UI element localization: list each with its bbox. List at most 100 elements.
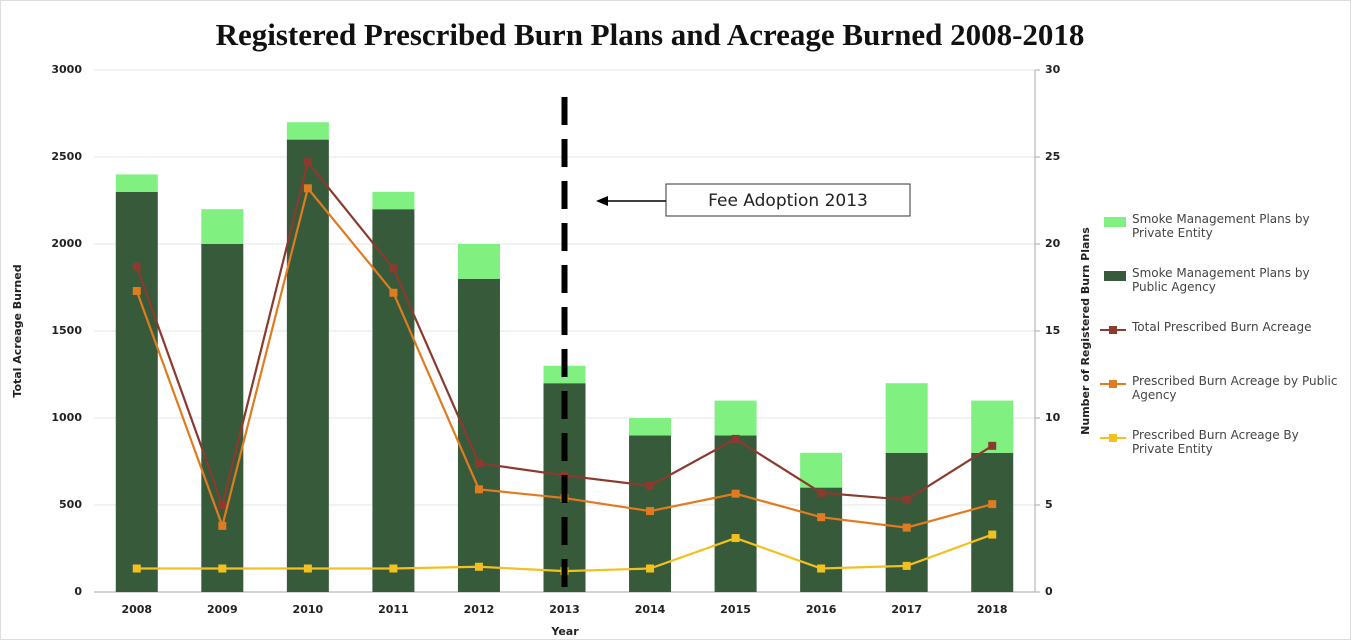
legend-label: Prescribed Burn Acreage by Public Agency (1132, 374, 1338, 402)
legend-swatch (1100, 434, 1126, 442)
swatch-marker (1109, 326, 1117, 334)
swatch (1104, 271, 1126, 281)
bar (885, 452, 928, 592)
marker (731, 489, 740, 498)
bar (971, 452, 1014, 592)
y2-tick-label: 5 (1045, 498, 1053, 511)
y-tick-label: 500 (59, 498, 82, 511)
y-tick-label: 1000 (51, 411, 82, 424)
legend-item: Smoke Management Plans by Public Agency (1098, 266, 1338, 320)
marker (474, 485, 483, 494)
marker (902, 561, 911, 570)
legend-item: Total Prescribed Burn Acreage (1098, 320, 1338, 374)
bar (714, 400, 757, 436)
y2-axis-title: Number of Registered Burn Plans (1079, 227, 1092, 435)
y-tick-label: 2500 (51, 150, 82, 163)
legend-item: Prescribed Burn Acreage By Private Entit… (1098, 428, 1338, 482)
marker (988, 530, 997, 539)
marker (389, 288, 398, 297)
bar (629, 418, 672, 436)
x-tick-label: 2010 (293, 603, 324, 616)
bar (457, 278, 500, 592)
marker (303, 564, 312, 573)
bar (115, 174, 158, 192)
legend-swatch (1100, 326, 1126, 334)
marker (474, 562, 483, 571)
y-tick-label: 3000 (51, 63, 82, 76)
marker (132, 262, 141, 271)
x-tick-label: 2009 (207, 603, 238, 616)
y-tick-label: 0 (74, 585, 82, 598)
x-tick-label: 2014 (635, 603, 666, 616)
bar (800, 487, 843, 592)
bar (885, 383, 928, 453)
swatch (1104, 217, 1126, 227)
marker (988, 500, 997, 509)
marker (817, 488, 826, 497)
marker (218, 501, 227, 509)
bar (286, 122, 329, 140)
legend-item: Prescribed Burn Acreage by Public Agency (1098, 374, 1338, 428)
marker (988, 441, 997, 450)
marker (132, 286, 141, 295)
legend-swatch (1104, 217, 1126, 227)
marker (218, 564, 227, 573)
x-tick-label: 2017 (891, 603, 922, 616)
marker (817, 564, 826, 573)
x-axis-title: Year (550, 625, 579, 638)
marker (902, 523, 911, 532)
marker (474, 459, 483, 468)
bar (372, 191, 415, 210)
legend: Smoke Management Plans by Private Entity… (1098, 212, 1338, 482)
swatch-marker (1109, 434, 1117, 442)
x-tick-label: 2013 (549, 603, 580, 616)
y2-tick-label: 0 (1045, 585, 1053, 598)
legend-label: Smoke Management Plans by Public Agency (1132, 266, 1310, 294)
legend-label: Prescribed Burn Acreage By Private Entit… (1132, 428, 1299, 456)
y-tick-label: 2000 (51, 237, 82, 250)
bar (201, 209, 244, 244)
y-tick-label: 1500 (51, 324, 82, 337)
arrow-head (596, 196, 608, 206)
bar (457, 244, 500, 279)
bar (201, 244, 244, 592)
marker (902, 495, 911, 504)
legend-label: Smoke Management Plans by Private Entity (1132, 212, 1310, 240)
legend-swatch (1100, 380, 1126, 388)
x-tick-label: 2018 (977, 603, 1008, 616)
x-tick-label: 2011 (378, 603, 409, 616)
annotation-box (665, 183, 911, 217)
marker (303, 158, 312, 167)
bar (115, 191, 158, 593)
marker (646, 507, 655, 516)
marker (389, 264, 398, 273)
marker (646, 564, 655, 573)
y2-tick-label: 30 (1045, 63, 1061, 76)
y2-tick-label: 25 (1045, 150, 1060, 163)
x-tick-label: 2015 (720, 603, 751, 616)
annotation: Fee Adoption 2013 (708, 191, 868, 211)
chart-title: Registered Prescribed Burn Plans and Acr… (216, 17, 1085, 52)
marker (731, 434, 740, 443)
marker (646, 481, 655, 490)
x-tick-label: 2008 (121, 603, 152, 616)
marker (731, 534, 740, 543)
y2-tick-label: 20 (1045, 237, 1061, 250)
marker (303, 184, 312, 193)
marker (389, 564, 398, 573)
swatch-marker (1109, 380, 1117, 388)
y2-tick-label: 10 (1045, 411, 1061, 424)
marker (132, 564, 141, 573)
bar (372, 209, 415, 592)
bar (714, 435, 757, 592)
legend-label: Total Prescribed Burn Acreage (1132, 320, 1312, 334)
bar (800, 452, 843, 488)
x-tick-label: 2016 (806, 603, 837, 616)
x-tick-label: 2012 (464, 603, 495, 616)
y2-tick-label: 15 (1045, 324, 1060, 337)
y-axis-title: Total Acreage Burned (11, 264, 24, 397)
marker (218, 521, 227, 530)
marker (817, 513, 826, 522)
